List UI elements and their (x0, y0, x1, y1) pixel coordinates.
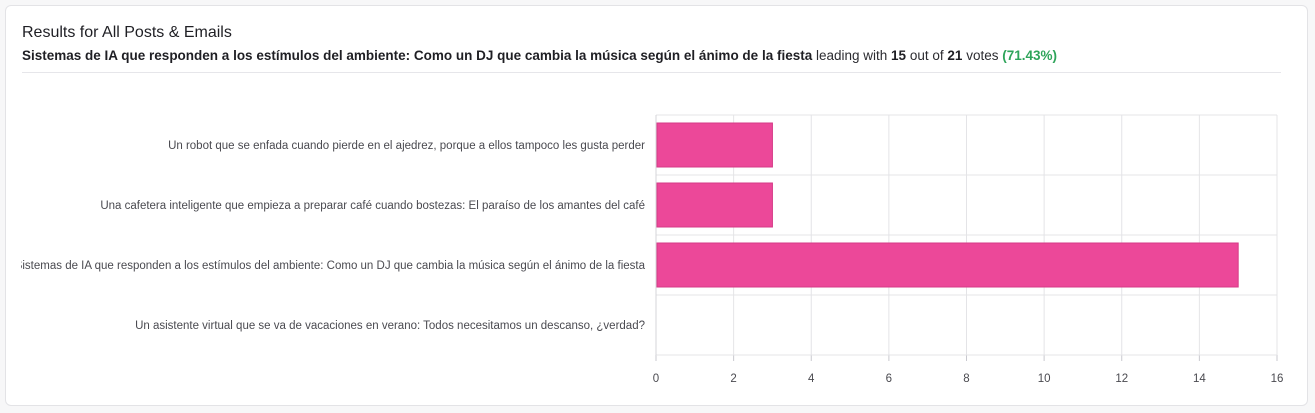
category-label-1: Un robot que se enfada cuando pierde en … (168, 140, 645, 152)
category-label-2: Una cafetera inteligente que empieza a p… (100, 200, 645, 212)
x-tick-label: 16 (1271, 373, 1284, 385)
results-title: Results for All Posts & Emails (22, 24, 232, 41)
leader-summary: Sistemas de IA que responden a los estím… (22, 48, 1057, 63)
header-divider (22, 72, 1281, 73)
leading-with-text: leading with (815, 48, 888, 63)
bar-2 (656, 182, 773, 228)
category-label-4: Un asistente virtual que se va de vacaci… (135, 320, 645, 332)
x-tick-label: 2 (730, 373, 736, 385)
x-tick-label: 12 (1115, 373, 1128, 385)
out-of-text: out of (909, 48, 944, 63)
leader-percent: (71.43%) (1002, 48, 1058, 63)
bar-3 (656, 242, 1239, 288)
total-votes: 21 (947, 48, 963, 63)
category-label-3: Sistemas de IA que responden a los estím… (15, 260, 646, 272)
x-tick-label: 10 (1038, 373, 1051, 385)
x-tick-label: 8 (963, 373, 969, 385)
leader-option: Sistemas de IA que responden a los estím… (22, 48, 813, 63)
x-tick-label: 4 (808, 373, 815, 385)
x-tick-label: 14 (1193, 373, 1206, 385)
x-tick-label: 0 (653, 373, 659, 385)
leader-votes: 15 (891, 48, 907, 63)
votes-word: votes (966, 48, 999, 63)
bar-1 (656, 122, 773, 168)
x-tick-label: 6 (886, 373, 892, 385)
